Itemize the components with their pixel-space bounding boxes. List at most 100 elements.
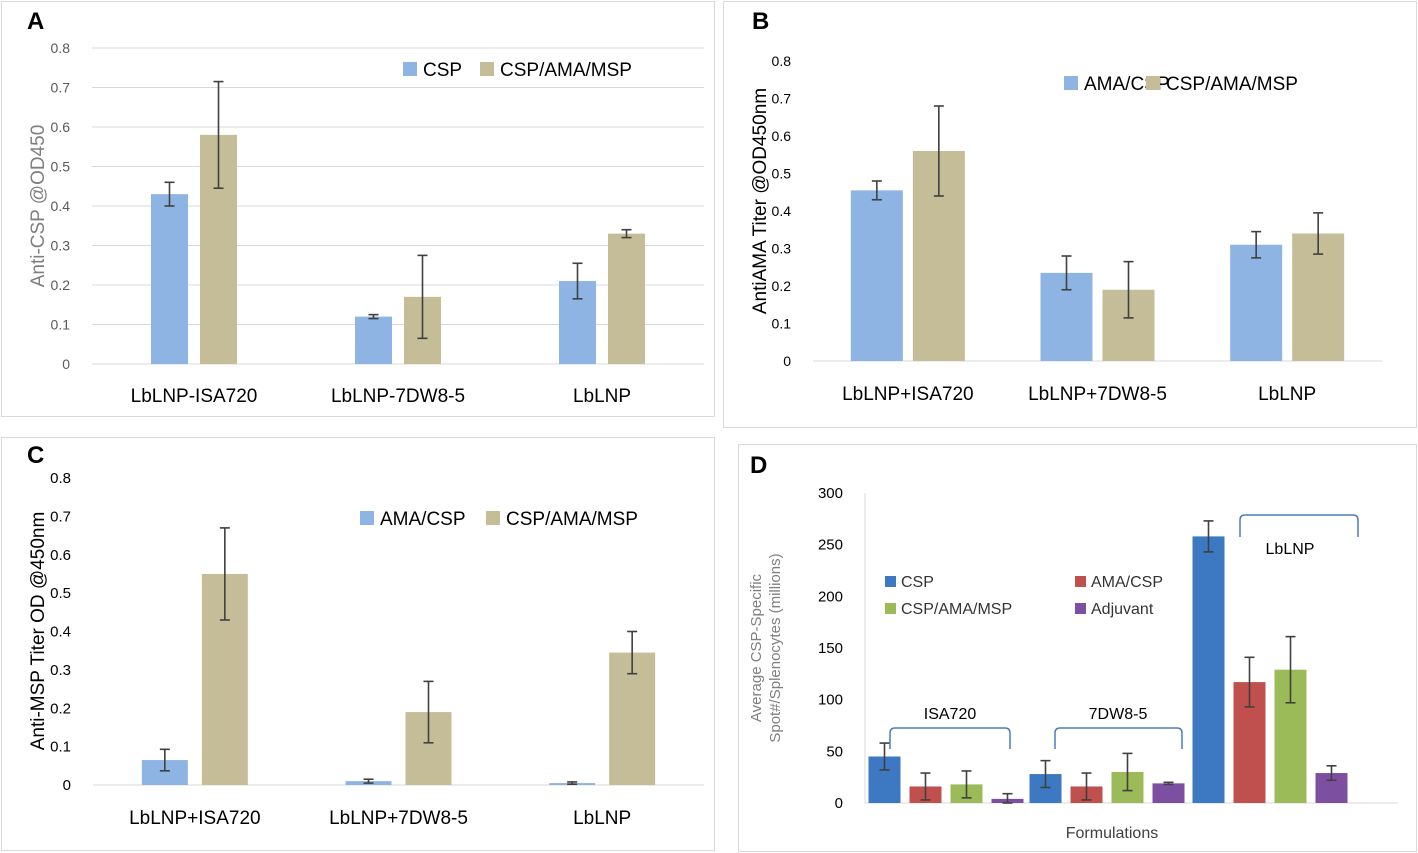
error-bar: [879, 742, 890, 771]
x-tick-label: LbLNP+ISA720: [842, 384, 974, 405]
x-tick-label: LbLNP: [573, 808, 631, 829]
bar-csp-ama-msp-2: [608, 233, 645, 364]
y-tick-label: 150: [818, 640, 843, 657]
legend-swatch: [480, 62, 494, 76]
legend-label: Adjuvant: [1091, 601, 1154, 618]
error-bar: [423, 680, 434, 744]
group-bracket: 7DW8-5: [1054, 706, 1183, 749]
y-tick-label: 0: [783, 353, 791, 369]
bar-csp-1: [355, 316, 392, 364]
group-label: ISA720: [924, 706, 977, 723]
y-tick-label: 0.2: [772, 278, 792, 294]
error-bar: [920, 772, 931, 801]
y-tick-label: 0.3: [50, 662, 71, 679]
y-axis-label: AntiAMA Titer @OD450nm: [750, 88, 771, 314]
bar-csp-ama-msp-2: [609, 652, 656, 785]
legend-label: CSP/AMA/MSP: [506, 509, 638, 530]
y-tick-label: 0.7: [50, 508, 71, 525]
y-tick-label: 0.8: [50, 470, 71, 487]
y-tick-label: 0.1: [772, 316, 792, 332]
error-bar: [1081, 772, 1092, 801]
x-tick-label: LbLNP+7DW8-5: [329, 808, 468, 829]
y-tick-label: 0.1: [51, 317, 71, 333]
panel-letter-c: C: [27, 442, 45, 469]
y-tick-label: 0.7: [772, 91, 792, 107]
legend-swatch: [1075, 576, 1086, 587]
legend-label: AMA/CSP: [380, 509, 466, 530]
error-bar: [1163, 781, 1174, 786]
panel-c: [1, 437, 715, 851]
legend-label: CSP: [423, 60, 462, 81]
bar-csp-0: [151, 194, 188, 364]
x-tick-label: LbLNP-7DW8-5: [331, 386, 465, 407]
legend-label: CSP/AMA/MSP: [500, 60, 632, 81]
chart-panel-a: 0 0.1 0.2 0.3 0.4 0.5 0.6 0.7 0.8 Anti-CSP @OD450…: [28, 40, 704, 407]
error-bar: [219, 527, 230, 621]
y-tick-label: 0.6: [772, 128, 792, 144]
chart-panel-b: 0 0.1 0.2 0.3 0.4 0.5 0.6 0.7 0.8 AntiAMA Titer @…: [750, 53, 1382, 405]
legend-swatch: [885, 576, 896, 587]
chart-panel-c: 0 0.1 0.2 0.3 0.4 0.5 0.6 0.7 0.8 Anti-MSP Titer …: [28, 470, 704, 829]
legend-swatch: [1075, 603, 1086, 614]
panel-letter-b: B: [752, 8, 770, 35]
legend-swatch: [360, 511, 374, 525]
legend-label: CSP/AMA/MSP: [901, 601, 1012, 618]
error-bar: [1285, 635, 1296, 704]
error-bar: [164, 181, 175, 207]
x-tick-label: LbLNP+ISA720: [129, 808, 261, 829]
y-axis-label-line2: Spot#/Splenocytes (millions): [767, 553, 784, 742]
legend-swatch: [1146, 76, 1160, 90]
error-bar: [933, 105, 944, 197]
x-tick-label: LbLNP: [1258, 384, 1316, 405]
group-bracket: ISA720: [889, 706, 1011, 749]
x-tick-label: LbLNP: [573, 386, 631, 407]
legend-swatch: [403, 62, 417, 76]
panel-letter-d: D: [750, 452, 768, 479]
legend-swatch: [486, 511, 500, 525]
chart-panel-d: 0 50 100 150 200 250 300 Average CSP-Specific Sp…: [748, 485, 1398, 842]
error-bar: [621, 228, 632, 239]
error-bar: [1251, 230, 1262, 259]
error-bar: [627, 630, 638, 675]
error-bar: [572, 262, 583, 300]
bar-adjuvant-1: [1152, 783, 1185, 803]
y-tick-label: 300: [818, 485, 843, 502]
bracket-line: [1054, 727, 1183, 749]
legend-label: AMA/CSP: [1091, 574, 1163, 591]
error-bar: [1244, 656, 1255, 708]
group-label: LbLNP: [1266, 541, 1315, 558]
y-tick-label: 0.4: [772, 203, 792, 219]
bar-csp-2: [1192, 536, 1225, 803]
y-tick-label: 0.4: [51, 198, 71, 214]
y-tick-label: 0.1: [50, 739, 71, 756]
error-bar: [368, 313, 379, 320]
y-axis-label: Anti-MSP Titer OD @450nm: [28, 512, 49, 751]
x-tick-label: LbLNP+7DW8-5: [1028, 384, 1167, 405]
y-tick-label: 0.6: [50, 547, 71, 564]
legend-label: CSP: [901, 574, 934, 591]
y-tick-label: 0.6: [51, 119, 71, 135]
legend-swatch: [885, 603, 896, 614]
y-tick-label: 0.7: [51, 80, 71, 96]
error-bar: [1203, 520, 1214, 553]
panel-letter-a: A: [27, 8, 45, 35]
y-tick-label: 250: [818, 537, 843, 554]
error-bar: [213, 80, 224, 190]
error-bar: [363, 778, 374, 784]
error-bar: [417, 254, 428, 340]
error-bar: [1002, 792, 1013, 804]
legend-label: CSP/AMA/MSP: [1166, 74, 1298, 95]
error-bar: [1122, 752, 1133, 792]
error-bar: [1326, 764, 1337, 782]
bar-ama-csp-0: [850, 190, 903, 361]
y-tick-label: 0: [63, 777, 71, 794]
y-axis-label: Anti-CSP @OD450: [28, 125, 49, 288]
y-tick-label: 0.3: [51, 238, 71, 254]
error-bar: [1313, 212, 1324, 255]
group-label: 7DW8-5: [1089, 706, 1148, 723]
y-tick-label: 0: [835, 795, 843, 812]
y-tick-label: 100: [818, 692, 843, 709]
y-tick-label: 0.2: [50, 700, 71, 717]
y-tick-label: 0: [62, 356, 70, 372]
